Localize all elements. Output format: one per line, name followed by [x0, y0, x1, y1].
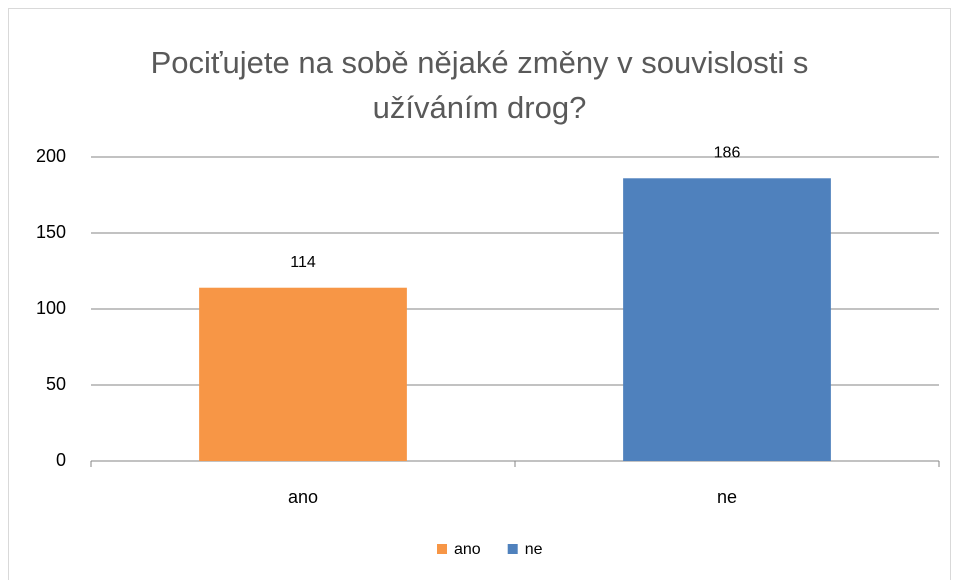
bar	[199, 287, 407, 461]
x-tick-label: ano	[288, 487, 318, 507]
legend-swatch	[507, 544, 518, 554]
legend-label: ne	[525, 541, 543, 558]
x-tick-label: ne	[717, 487, 737, 507]
y-tick-label: 50	[46, 374, 66, 394]
legend-label: ano	[454, 541, 481, 558]
y-tick-label: 200	[36, 146, 66, 166]
data-label: 186	[714, 144, 741, 161]
chart-border	[8, 8, 951, 580]
legend-swatch	[437, 544, 447, 554]
bar	[623, 178, 831, 461]
y-tick-label: 0	[56, 450, 66, 470]
chart-title: Pociťujete na sobě nějaké změny v souvis…	[150, 45, 809, 125]
data-label: 114	[290, 254, 316, 271]
y-tick-label: 100	[36, 298, 66, 318]
y-tick-label: 150	[36, 222, 66, 242]
